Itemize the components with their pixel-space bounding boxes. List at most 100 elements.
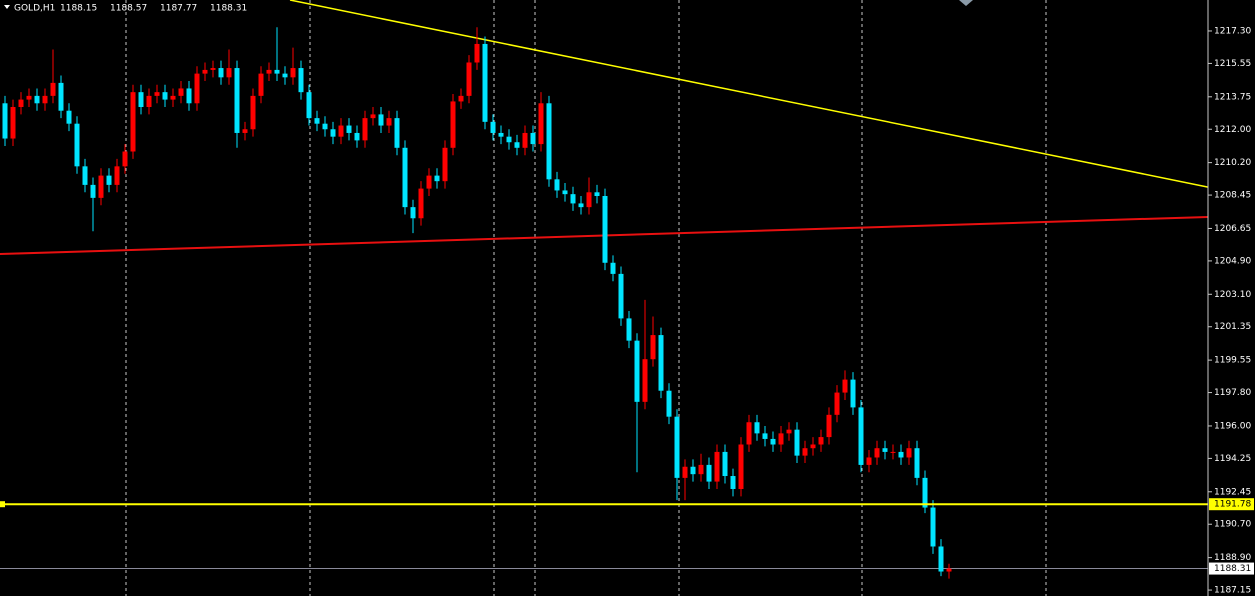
candle-body: [434, 175, 440, 182]
candle-body: [714, 451, 720, 482]
y-tick-label: 1192.45: [1214, 487, 1251, 497]
y-tick-label: 1199.55: [1214, 356, 1251, 366]
y-tick-label: 1210.20: [1214, 158, 1251, 168]
horizontal-line-label-bg: [1209, 498, 1254, 511]
candle-body: [458, 95, 464, 102]
y-tick-label: 1188.90: [1214, 553, 1251, 563]
candle-body: [298, 68, 304, 93]
candle-body: [50, 82, 56, 96]
candle-body: [2, 103, 8, 139]
candle-body: [530, 132, 536, 145]
candle-body: [242, 129, 248, 133]
y-tick-label: 1212.00: [1214, 125, 1251, 135]
candle-body: [370, 114, 376, 119]
candle-body: [682, 466, 688, 478]
candle-body: [730, 476, 736, 490]
candle-body: [306, 92, 312, 119]
candle-body: [698, 464, 704, 475]
candle-body: [10, 106, 16, 139]
candle-body: [746, 422, 752, 445]
header-open: 1188.15: [60, 4, 97, 14]
candle-body: [850, 379, 856, 408]
candle-body: [898, 451, 904, 458]
candle-body: [722, 451, 728, 477]
candle-body: [386, 118, 392, 126]
candle-body: [338, 125, 344, 137]
candle-body: [106, 175, 112, 185]
candle-body: [858, 407, 864, 465]
candle-body: [218, 68, 224, 78]
candle-body: [754, 422, 760, 434]
candle-body: [170, 95, 176, 100]
candle-body: [114, 166, 120, 185]
candle-body: [410, 207, 416, 219]
candle-body: [394, 118, 400, 148]
candle-body: [738, 444, 744, 490]
candle-body: [786, 429, 792, 434]
candle-body: [426, 175, 432, 189]
candle-body: [826, 414, 832, 438]
price-axis: 1217.30 1215.55 1213.75 1212.00 1210.20 1208.…: [1208, 26, 1254, 596]
candle-body: [674, 416, 680, 478]
y-tick-label: 1213.75: [1214, 92, 1251, 102]
marker: [959, 0, 973, 6]
y-tick-label: 1194.25: [1214, 454, 1251, 464]
candle-body: [834, 392, 840, 415]
candle-body: [554, 179, 560, 191]
candle-body: [762, 433, 768, 439]
candle-body: [474, 43, 480, 63]
candle-body: [330, 129, 336, 137]
header-low: 1187.77: [160, 4, 197, 14]
y-tick-label: 1201.35: [1214, 322, 1251, 332]
candle-body: [650, 335, 656, 360]
y-tick-label: 1196.00: [1214, 421, 1251, 431]
candle-body: [906, 448, 912, 458]
candle-body: [362, 118, 368, 141]
menu-arrow: [4, 5, 10, 9]
candle-body: [490, 121, 496, 133]
candle-body: [498, 132, 504, 137]
candle-body: [914, 448, 920, 478]
candle-body: [58, 82, 64, 111]
candle-body: [130, 92, 136, 152]
candle-body: [418, 188, 424, 219]
candle-body: [882, 448, 888, 452]
candle-body: [154, 92, 160, 96]
candle-body: [562, 190, 568, 195]
candle-body: [42, 95, 48, 104]
candle-body: [538, 103, 544, 145]
trendline: [289, 0, 1209, 188]
horizontal-line-label: 1191.78: [1214, 500, 1251, 510]
candle-body: [226, 68, 232, 78]
candle-body: [658, 335, 664, 391]
candle-body: [274, 69, 280, 74]
y-tick-label: 1187.15: [1214, 586, 1251, 596]
y-tick-label: 1203.10: [1214, 290, 1251, 300]
candle-body: [506, 136, 512, 143]
candle-body: [866, 457, 872, 465]
candle-body: [122, 151, 128, 167]
y-tick-label: 1190.70: [1214, 520, 1251, 530]
candle-body: [90, 184, 96, 198]
y-tick-label: 1206.65: [1214, 224, 1251, 234]
header-close: 1188.31: [210, 4, 247, 14]
header-high: 1188.57: [110, 4, 147, 14]
candle-body: [690, 466, 696, 475]
y-tick-label: 1215.55: [1214, 59, 1251, 69]
candle-body: [354, 132, 360, 141]
candle-body: [162, 92, 168, 100]
candle-body: [570, 194, 576, 204]
current-price-label: 1188.31: [1214, 564, 1251, 574]
candle-body: [146, 95, 152, 107]
candle-body: [618, 273, 624, 319]
candle-body: [450, 101, 456, 148]
candle-body: [66, 110, 72, 124]
candle-body: [770, 438, 776, 445]
candle-body: [210, 68, 216, 70]
candle-body: [578, 203, 584, 208]
candle-body: [186, 88, 192, 104]
current-price-label-bg: [1209, 562, 1254, 575]
candle-body: [634, 340, 640, 402]
y-tick-label: 1204.90: [1214, 256, 1251, 266]
